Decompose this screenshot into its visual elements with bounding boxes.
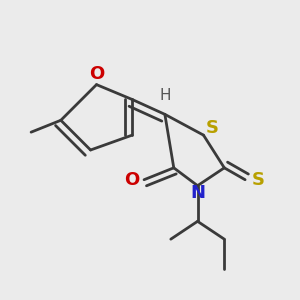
Text: H: H <box>159 88 171 103</box>
Text: S: S <box>206 119 219 137</box>
Text: O: O <box>89 65 104 83</box>
Text: O: O <box>124 171 140 189</box>
Text: S: S <box>252 171 265 189</box>
Text: N: N <box>190 184 205 202</box>
